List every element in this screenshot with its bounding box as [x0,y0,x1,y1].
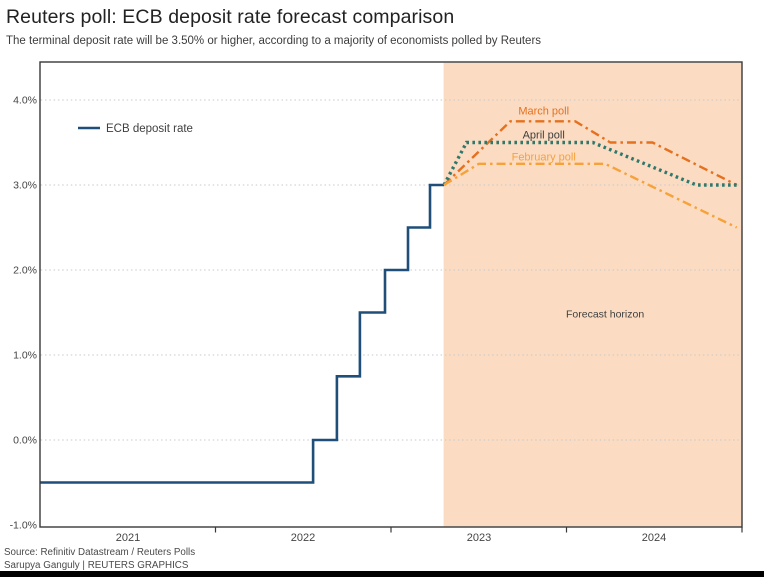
y-axis-label: 2.0% [13,265,37,277]
y-axis-label: 3.0% [13,180,37,192]
annotation-forecast-horizon: Forecast horizon [566,309,644,321]
x-axis-label: 2023 [467,532,491,544]
credit-note: Sarupya Ganguly | REUTERS GRAPHICS [4,560,189,571]
annotation-march-poll: March poll [518,106,569,118]
series-line-march-poll [443,120,738,187]
annotation-february-poll: February poll [512,151,576,163]
y-axis-label: 1.0% [13,350,37,362]
y-axis-label: 0.0% [13,435,37,447]
series-line-april-poll [442,140,737,187]
bottom-bar [0,571,764,577]
legend: ECB deposit rate [78,123,193,135]
y-axis-label: 4.0% [13,95,37,107]
x-axis-label: 2024 [642,532,666,544]
y-axis-label: -1.0% [10,520,37,532]
x-axis-label: 2022 [291,532,315,544]
series-line-ecb-deposit-rate [40,183,444,484]
x-axis-label: 2021 [116,532,140,544]
annotation-april-poll: April poll [523,129,565,141]
source-note: Source: Refinitiv Datastream / Reuters P… [4,547,196,558]
forecast-region [443,62,742,527]
page-subtitle: The terminal deposit rate will be 3.50% … [6,35,542,47]
series-line-february-poll [443,162,738,229]
legend-label: ECB deposit rate [106,123,193,135]
page-title: Reuters poll: ECB deposit rate forecast … [6,6,455,28]
